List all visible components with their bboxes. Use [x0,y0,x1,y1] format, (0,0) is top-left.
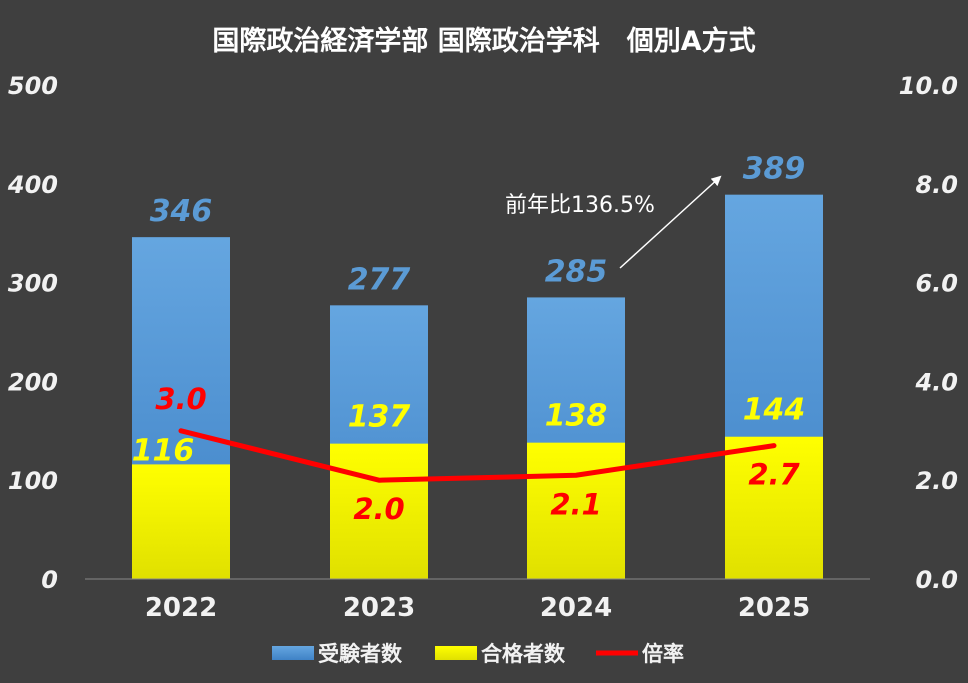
y-right-tick-label: 8.0 [915,171,958,199]
y-left-tick-label: 0 [41,566,58,594]
data-label-pass: 144 [743,393,806,428]
data-label-ratio: 2.0 [353,492,404,526]
data-label-ratio: 3.0 [155,382,206,416]
bar-pass-2022 [132,464,230,579]
legend-label: 倍率 [642,642,684,666]
annotation: 前年比136.5% [505,175,722,269]
data-label-total: 277 [348,262,411,297]
x-tick-label: 2023 [343,593,415,623]
legend-swatch [435,646,477,660]
annotation-arrow [619,175,722,269]
data-label-pass: 116 [132,433,195,468]
legend: 受験者数 合格者数 倍率 [272,642,684,666]
data-label-total: 285 [545,254,608,289]
y-left-tick-label: 200 [8,368,58,396]
bar-pass-2025 [725,436,823,579]
data-label-pass: 138 [545,399,608,434]
bars [132,194,823,580]
legend-label: 合格者数 [481,642,566,666]
data-label-ratio: 2.7 [748,458,800,492]
data-label-ratio: 2.1 [550,487,601,521]
y-right-tick-label: 0.0 [915,566,958,594]
data-label-total: 346 [150,194,213,229]
data-label-total: 389 [743,152,806,187]
y-right-tick-label: 2.0 [915,467,958,495]
chart-title: 国際政治経済学部 国際政治学科 個別A方式 [212,25,755,57]
x-tick-label: 2025 [738,593,810,623]
y-axis-left: 0 100 200 300 400 500 [7,72,58,594]
x-tick-label: 2022 [145,593,217,623]
y-left-tick-label: 100 [8,467,58,495]
y-left-tick-label: 400 [7,171,58,199]
annotation-text: 前年比136.5% [505,193,655,218]
y-left-tick-label: 500 [8,72,58,100]
legend-swatch [272,646,314,660]
data-labels: 346 116 3.0 277 137 2.0 285 138 2.1 389 144 2.7 [132,152,806,527]
data-label-pass: 137 [348,400,411,435]
bar-pass-2024 [527,442,625,579]
y-right-tick-label: 6.0 [915,270,958,298]
y-right-tick-label: 4.0 [914,368,958,396]
ratio-line-path [178,428,777,483]
bar-pass-2023 [330,443,428,579]
ratio-line [178,428,777,483]
y-left-tick-label: 300 [8,270,58,298]
legend-label: 受験者数 [318,642,403,666]
y-right-tick-label: 10.0 [899,72,958,100]
x-tick-label: 2024 [540,593,612,623]
y-axis-right: 0.0 2.0 4.0 6.0 8.0 10.0 [899,72,958,594]
x-axis: 2022 2023 2024 2025 [145,593,810,623]
